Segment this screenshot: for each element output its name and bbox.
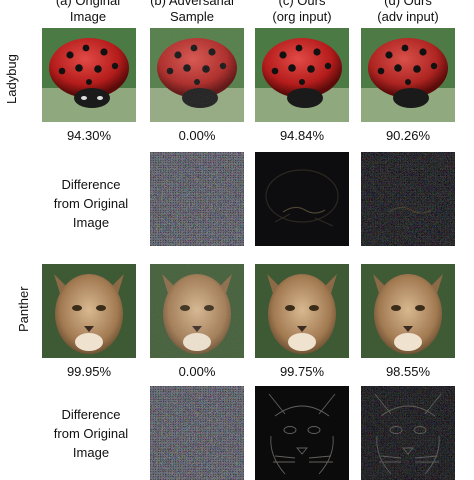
ladybug-ours-adv-image [361, 28, 455, 122]
panther-adversarial-image [150, 264, 244, 358]
panther-adversarial-confidence: 0.00% [178, 364, 216, 379]
panther-original-confidence: 99.95% [66, 364, 112, 379]
panther-ours-adv-difference-image [361, 386, 455, 480]
ladybug-ours-adv-confidence: 90.26% [385, 128, 431, 143]
panther-ours-org-difference-image [255, 386, 349, 480]
panther-adversarial-difference-image [150, 386, 244, 480]
ladybug-ours-org-difference-image [255, 152, 349, 246]
ladybug-original-image [42, 28, 136, 122]
ladybug-ours-org-image [255, 28, 349, 122]
panther-ours-adv-image [361, 264, 455, 358]
ladybug-adversarial-confidence: 0.00% [178, 128, 216, 143]
ladybug-ours-adv-difference-image [361, 152, 455, 246]
column-header-original: (a) Original Image [55, 0, 121, 24]
row-label-panther: Panther [16, 286, 31, 332]
ladybug-ours-org-confidence: 94.84% [279, 128, 325, 143]
ladybug-adversarial-image [150, 28, 244, 122]
ladybug-original-confidence: 94.30% [66, 128, 112, 143]
column-header-adversarial: (b) Adversarial Sample [150, 0, 234, 24]
row-label-ladybug: Ladybug [4, 54, 19, 104]
panther-difference-label: Difference from Original Image [53, 407, 129, 460]
ladybug-adversarial-difference-image [150, 152, 244, 246]
panther-original-image [42, 264, 136, 358]
ladybug-difference-label: Difference from Original Image [53, 177, 129, 230]
column-header-ours-adv: (d) Ours (adv input) [377, 0, 439, 24]
column-header-ours-org: (c) Ours (org input) [272, 0, 332, 24]
panther-ours-adv-confidence: 98.55% [385, 364, 431, 379]
panther-ours-org-confidence: 99.75% [279, 364, 325, 379]
panther-ours-org-image [255, 264, 349, 358]
